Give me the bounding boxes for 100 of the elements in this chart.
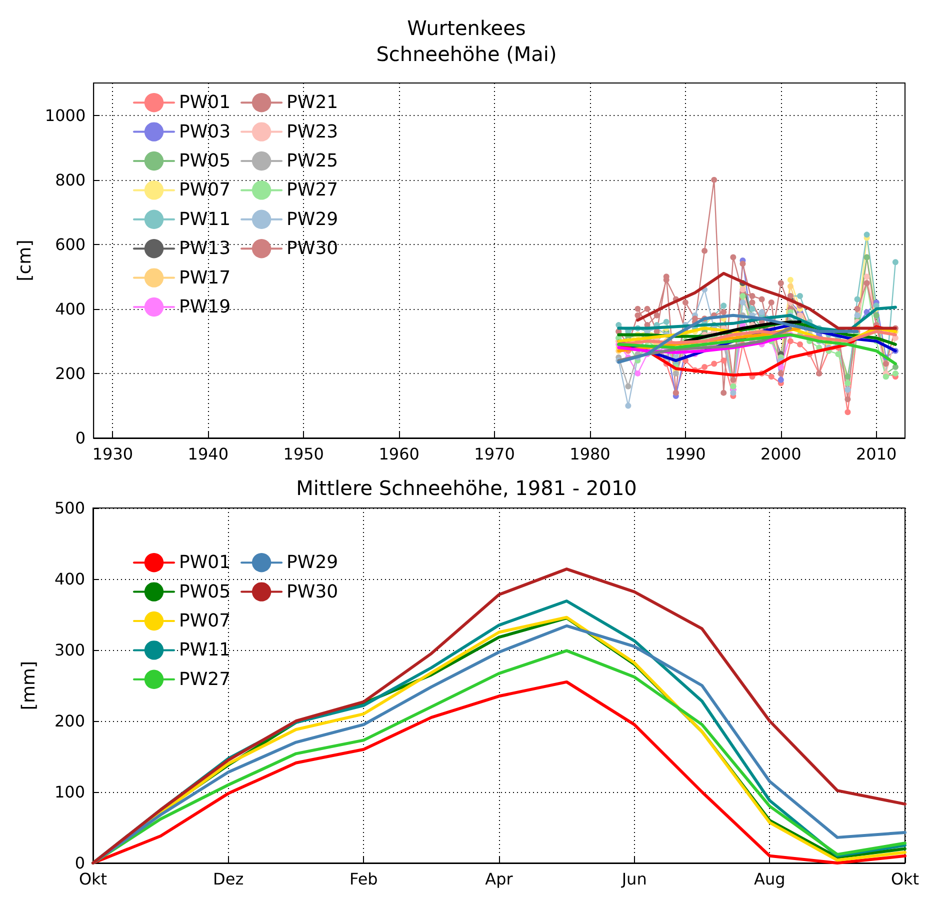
- point: [787, 276, 794, 283]
- x-tick-label: 2010: [856, 444, 897, 464]
- point: [749, 293, 756, 299]
- legend-label: PW25: [286, 150, 338, 172]
- point: [720, 390, 727, 396]
- x-tick-label: Feb: [350, 870, 378, 888]
- point: [797, 341, 803, 348]
- x-tick-label: Okt: [890, 870, 920, 888]
- legend-label: PW23: [286, 121, 338, 142]
- x-tick-label: 1980: [570, 444, 610, 464]
- x-tick-label: 1970: [474, 444, 515, 464]
- point: [720, 358, 727, 364]
- legend-label: PW03: [179, 121, 231, 142]
- point: [864, 274, 870, 280]
- point: [844, 409, 851, 416]
- point: [625, 402, 632, 409]
- x-tick-label: Aug: [754, 870, 786, 888]
- point: [616, 322, 622, 328]
- legend-label: PW27: [179, 668, 231, 690]
- point: [864, 232, 870, 238]
- point: [730, 390, 736, 396]
- legend-label: PW05: [179, 150, 231, 172]
- y-tick-label: 0: [74, 854, 85, 872]
- chart-subtitle: Schneehöhe (Mai): [376, 42, 557, 66]
- point: [797, 293, 803, 299]
- x-tick-label: 1990: [665, 444, 706, 464]
- point: [873, 312, 880, 318]
- y-tick-label: 300: [54, 640, 85, 660]
- point: [720, 302, 727, 309]
- point: [787, 283, 794, 290]
- point: [682, 299, 688, 306]
- legend-label: PW01: [179, 552, 231, 574]
- x-tick-label: Apr: [485, 870, 514, 888]
- point: [892, 259, 898, 266]
- y-tick-label: 500: [54, 498, 85, 518]
- y-tick-label: 1000: [44, 106, 86, 125]
- point: [787, 338, 794, 344]
- y-axis-title: [cm]: [14, 240, 36, 282]
- x-tick-label: 2000: [760, 444, 802, 464]
- point: [740, 299, 746, 306]
- x-tick-label: 1950: [283, 444, 324, 464]
- line-series: [617, 314, 859, 364]
- point: [892, 370, 898, 376]
- point: [835, 351, 842, 358]
- point: [892, 364, 898, 370]
- legend-label: PW05: [179, 581, 231, 602]
- point: [758, 309, 765, 316]
- point: [892, 334, 898, 341]
- y-tick-label: 600: [55, 234, 86, 254]
- y-tick-label: 400: [54, 570, 85, 588]
- point: [844, 396, 851, 402]
- chart-title: Wurtenkees: [407, 16, 526, 40]
- x-tick-label: Okt: [78, 870, 108, 888]
- x-tick-label: 1940: [188, 444, 229, 464]
- y-tick-label: 100: [54, 782, 85, 802]
- y-tick-label: 0: [75, 428, 86, 448]
- point: [654, 312, 660, 318]
- point: [720, 309, 727, 316]
- legend-label: PW07: [179, 180, 231, 201]
- y-axis-title: [mm]: [18, 660, 40, 710]
- legend-label: PW21: [286, 92, 338, 114]
- point: [778, 376, 784, 383]
- point: [758, 296, 765, 302]
- legend-label: PW17: [179, 267, 231, 288]
- point: [749, 306, 756, 312]
- point: [749, 299, 756, 306]
- legend-label: PW11: [179, 640, 231, 661]
- legend-label: PW13: [179, 238, 231, 260]
- y-tick-label: 200: [55, 364, 86, 383]
- legend-label: PW29: [286, 208, 338, 230]
- line-series: [636, 272, 897, 330]
- point: [634, 370, 641, 376]
- point: [702, 248, 708, 254]
- y-tick-label: 400: [55, 299, 86, 318]
- legend-label: PW01: [179, 92, 231, 114]
- point: [854, 296, 860, 302]
- point: [730, 254, 736, 260]
- legend-label: PW30: [286, 581, 338, 602]
- legend-label: PW07: [179, 610, 231, 632]
- legend-label: PW29: [286, 552, 338, 574]
- point: [634, 312, 641, 318]
- x-tick-label: Dez: [213, 870, 244, 888]
- legend-label: PW27: [286, 180, 338, 201]
- point: [768, 374, 774, 380]
- legend-label: PW11: [179, 208, 231, 230]
- point: [844, 374, 851, 380]
- point: [854, 312, 860, 318]
- point: [634, 306, 641, 312]
- x-tick-label: Jun: [620, 870, 647, 888]
- x-tick-label: 1960: [378, 444, 420, 464]
- point: [663, 318, 670, 325]
- point: [702, 364, 708, 370]
- legend-label: PW19: [179, 296, 231, 318]
- point: [740, 260, 746, 267]
- point: [778, 364, 784, 370]
- point: [768, 299, 774, 306]
- point: [854, 306, 860, 312]
- point: [644, 306, 650, 312]
- point: [625, 383, 632, 390]
- legend-label: PW30: [286, 238, 338, 260]
